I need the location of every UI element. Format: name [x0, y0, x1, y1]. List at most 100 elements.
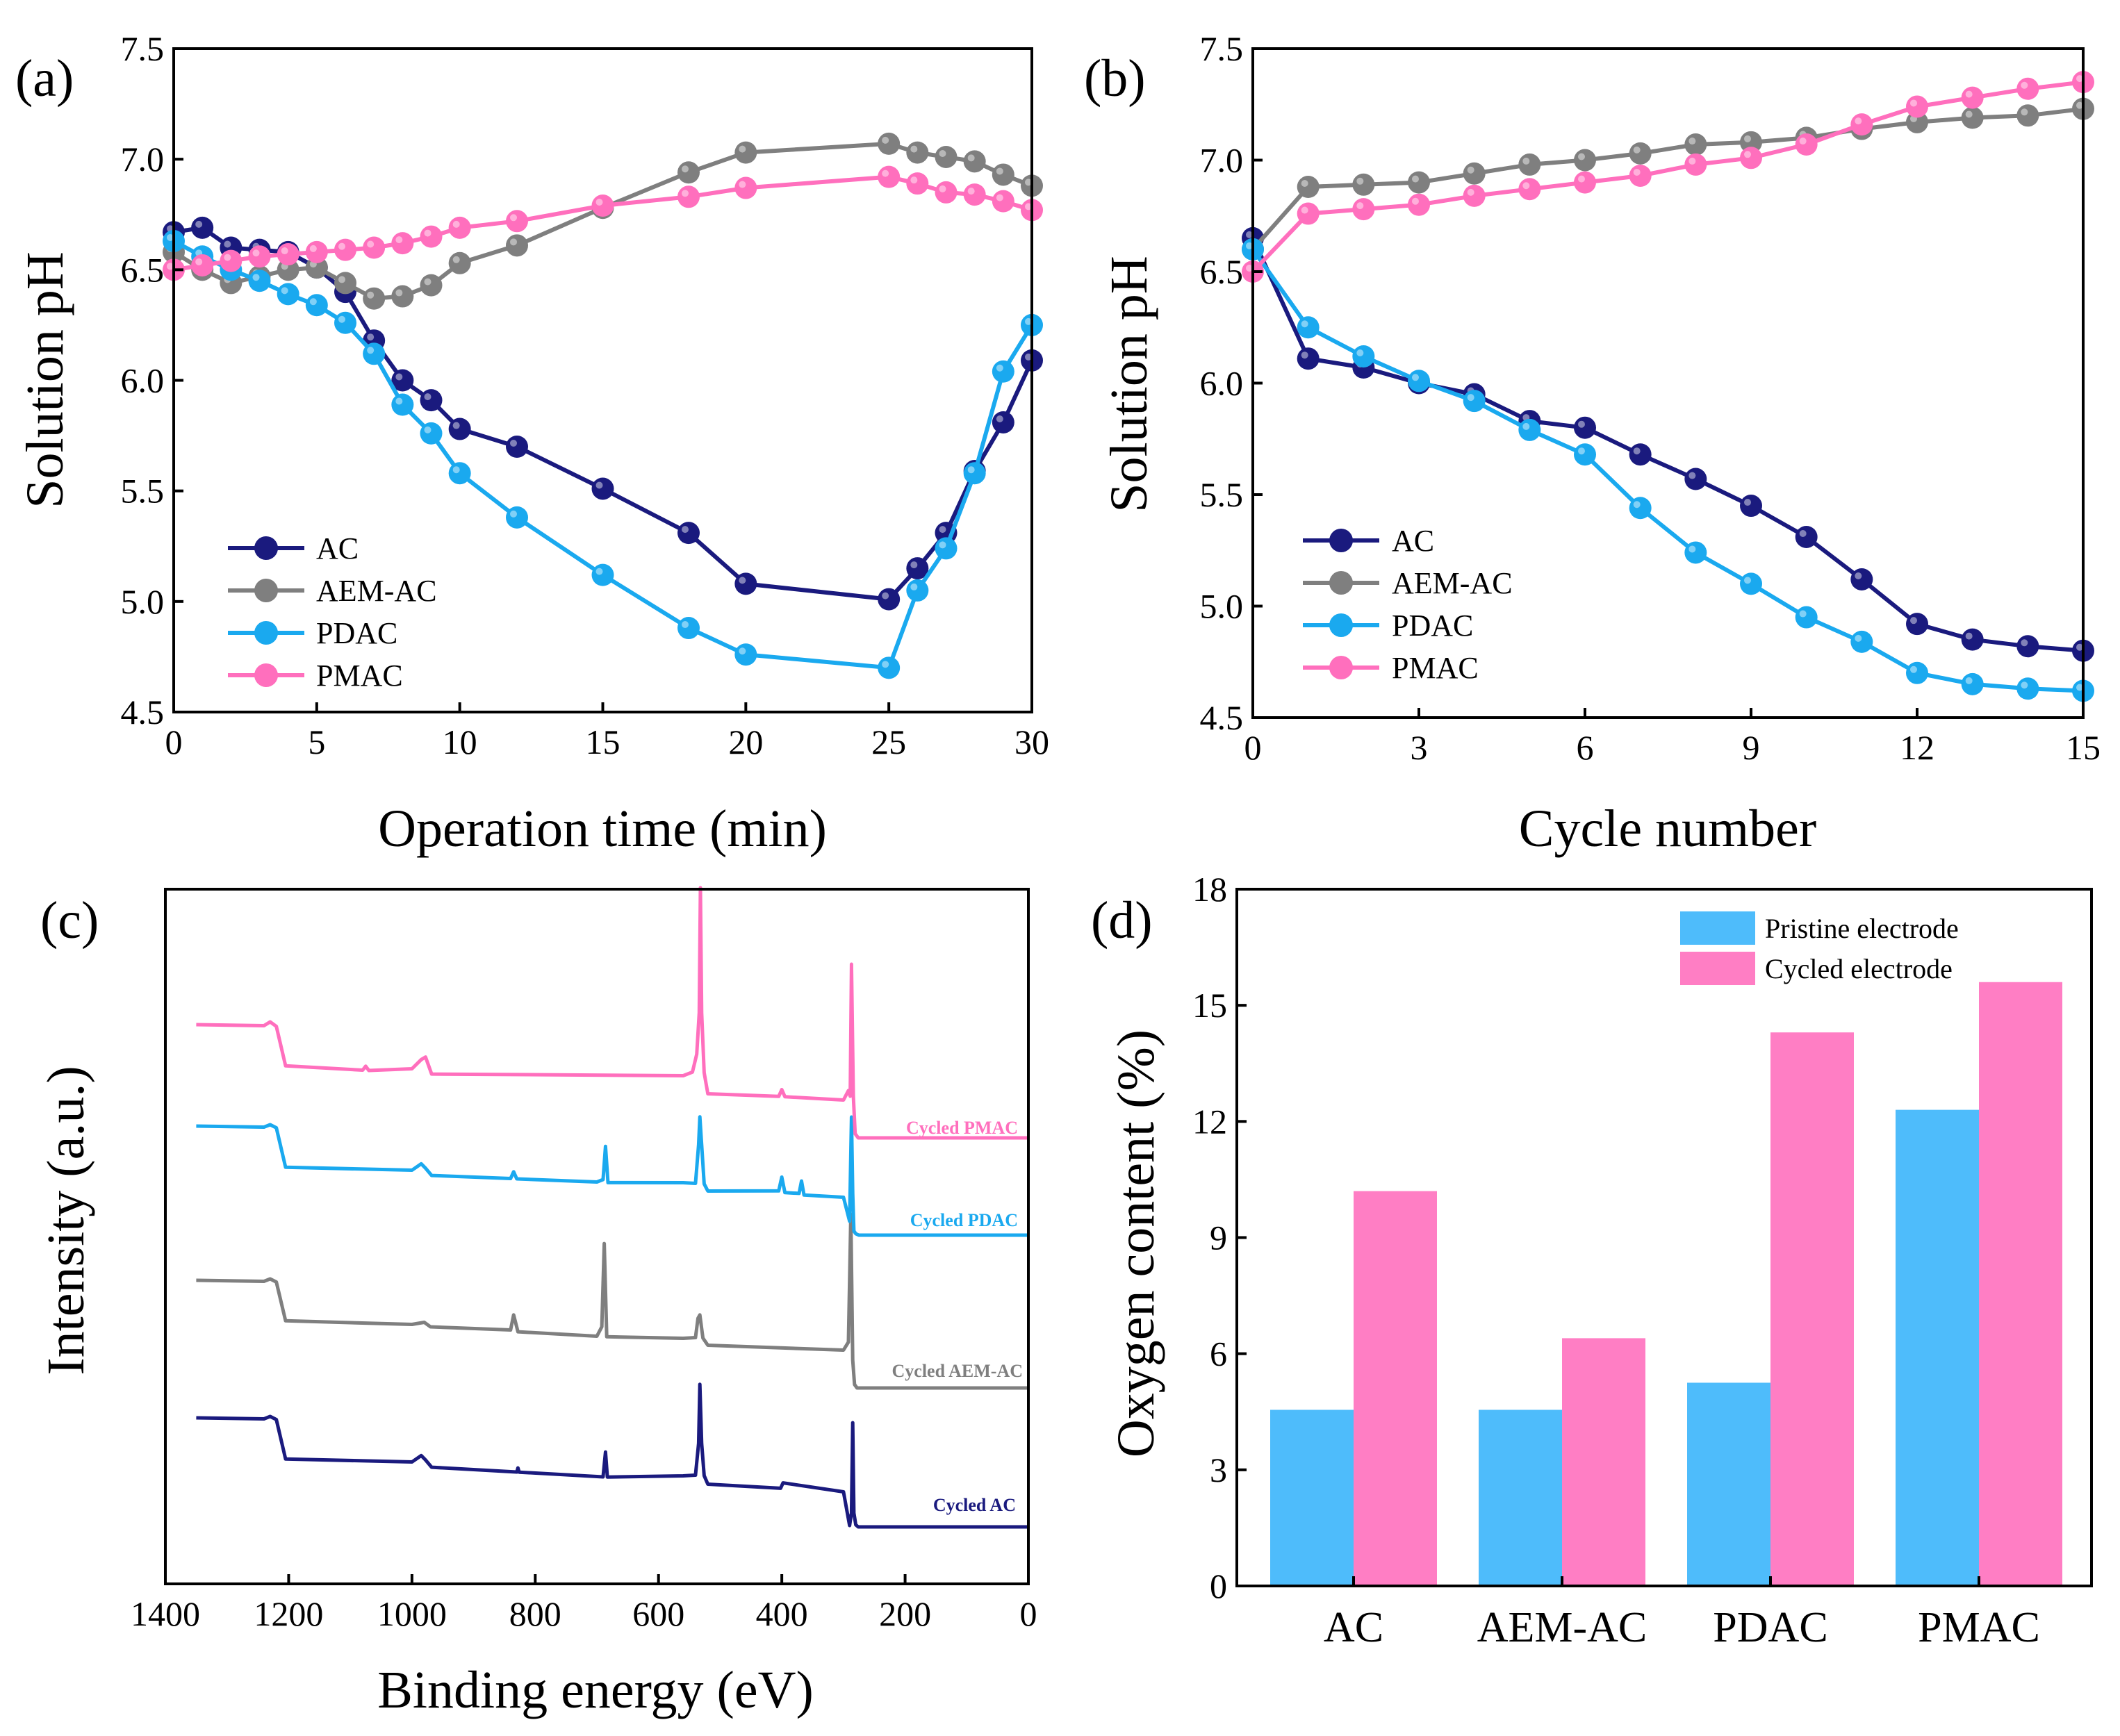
- data-point-highlight: [1356, 202, 1364, 210]
- data-point-pmac: [448, 216, 471, 239]
- data-point-highlight: [1633, 447, 1641, 455]
- data-point-ac: [992, 411, 1014, 433]
- data-point-highlight: [452, 466, 460, 474]
- data-point-highlight: [1744, 135, 1751, 142]
- data-point-ac: [677, 522, 700, 545]
- data-point-pmac: [1684, 153, 1707, 176]
- data-point-highlight: [1578, 153, 1585, 160]
- data-point-pdac: [935, 537, 958, 560]
- data-point-aem-ac: [734, 141, 757, 164]
- data-point-highlight: [595, 199, 603, 206]
- x-tick-label: 15: [2066, 728, 2101, 767]
- data-point-pdac: [1408, 370, 1430, 392]
- x-tick-label: 6: [1577, 728, 1594, 767]
- data-point-highlight: [424, 278, 432, 286]
- data-point-highlight: [1578, 447, 1585, 455]
- y-tick-label: 5.0: [1200, 587, 1244, 626]
- data-point-highlight: [424, 393, 432, 401]
- data-point-highlight: [1467, 166, 1474, 174]
- data-point-highlight: [996, 167, 1003, 175]
- data-point-highlight: [367, 291, 375, 299]
- y-tick-label: 7.0: [121, 140, 165, 179]
- data-point-highlight: [452, 422, 460, 429]
- data-point-aem-ac: [906, 141, 929, 164]
- data-point-highlight: [224, 240, 231, 248]
- data-point-highlight: [2076, 643, 2083, 651]
- spectrum-label-aem-ac: Cycled AEM-AC: [892, 1361, 1023, 1381]
- data-point-highlight: [1688, 545, 1696, 553]
- category-label-aem-ac: AEM-AC: [1477, 1604, 1647, 1651]
- category-label-ac: AC: [1324, 1604, 1383, 1651]
- data-point-aem-ac: [1408, 171, 1430, 194]
- data-point-highlight: [1246, 231, 1253, 238]
- data-point-pdac: [963, 462, 986, 485]
- data-point-highlight: [1578, 175, 1585, 183]
- data-point-ac: [1629, 443, 1652, 466]
- x-tick-label: 5: [308, 722, 325, 761]
- data-point-highlight: [1855, 634, 1862, 642]
- panel-b-label: (b): [1084, 49, 1146, 108]
- x-tick-label: 400: [756, 1594, 808, 1633]
- panel-b-xlabel: Cycle number: [1519, 800, 1816, 858]
- data-point-pdac: [734, 643, 757, 666]
- data-point-highlight: [882, 661, 889, 668]
- data-point-aem-ac: [334, 272, 356, 295]
- x-tick-label: 0: [165, 722, 183, 761]
- data-point-aem-ac: [2016, 104, 2039, 127]
- data-point-highlight: [682, 190, 689, 197]
- data-point-highlight: [739, 145, 746, 153]
- data-point-ac: [1574, 416, 1596, 439]
- data-point-ac: [591, 477, 614, 500]
- data-point-highlight: [1633, 146, 1641, 154]
- data-point-aem-ac: [1961, 106, 1984, 129]
- data-point-highlight: [252, 274, 260, 281]
- legend-marker-pdac: [1329, 613, 1353, 637]
- data-point-highlight: [252, 249, 260, 257]
- data-point-pmac: [1906, 95, 1928, 118]
- data-point-highlight: [1522, 157, 1530, 165]
- series-line-pdac: [172, 239, 1034, 670]
- y-tick-label: 6: [1210, 1334, 1227, 1373]
- y-tick-label: 6.5: [121, 250, 165, 289]
- data-point-highlight: [195, 258, 203, 265]
- data-point-pmac: [992, 190, 1014, 213]
- data-point-highlight: [309, 245, 317, 252]
- legend-label-pmac: PMAC: [316, 659, 403, 693]
- data-point-highlight: [939, 541, 946, 549]
- panel-d-label: (d): [1091, 891, 1153, 950]
- data-point-pmac: [878, 165, 901, 188]
- x-tick-label: 1000: [377, 1594, 447, 1633]
- panel-b: (b) 0 3 6 9 12 15 4.5 5.0 5.5 6.0 6.5 7.0 7.5 Cycle …: [1084, 29, 2101, 858]
- y-tick-label: 15: [1192, 986, 1227, 1025]
- data-point-ac: [906, 557, 929, 580]
- data-point-pmac: [1297, 202, 1320, 225]
- panel-c-ylabel: Intensity (a.u.): [37, 1066, 95, 1375]
- series-pdac: [1242, 238, 2094, 702]
- data-point-highlight: [424, 229, 432, 237]
- data-point-pmac: [420, 225, 443, 248]
- data-point-pdac: [334, 311, 356, 334]
- data-point-pdac: [305, 294, 328, 317]
- data-point-pdac: [506, 506, 528, 529]
- series-line-pmac: [1251, 80, 2084, 274]
- data-point-pmac: [1574, 171, 1596, 194]
- data-point-pdac: [677, 617, 700, 640]
- data-point-highlight: [224, 254, 231, 261]
- data-point-pdac: [1906, 661, 1928, 684]
- data-point-pdac: [1463, 390, 1486, 413]
- legend-label-pmac: PMAC: [1392, 651, 1479, 685]
- data-point-highlight: [595, 568, 603, 575]
- data-point-highlight: [739, 181, 746, 188]
- panel-c: (c) 1400 1200 1000 800 600 400 200 0 Cycled PMA…: [37, 886, 1037, 1719]
- panel-c-label: (c): [40, 891, 99, 950]
- panel-b-ylabel: Solution pH: [1100, 256, 1158, 513]
- data-point-highlight: [1688, 138, 1696, 145]
- series-line-pdac: [1251, 248, 2084, 693]
- data-point-aem-ac: [1297, 176, 1320, 199]
- y-tick-label: 4.5: [1200, 698, 1244, 737]
- data-point-highlight: [281, 247, 288, 255]
- x-tick-label: 10: [443, 722, 477, 761]
- bar-pdac-cycled-electrode: [1770, 1032, 1854, 1586]
- data-point-highlight: [1910, 617, 1917, 625]
